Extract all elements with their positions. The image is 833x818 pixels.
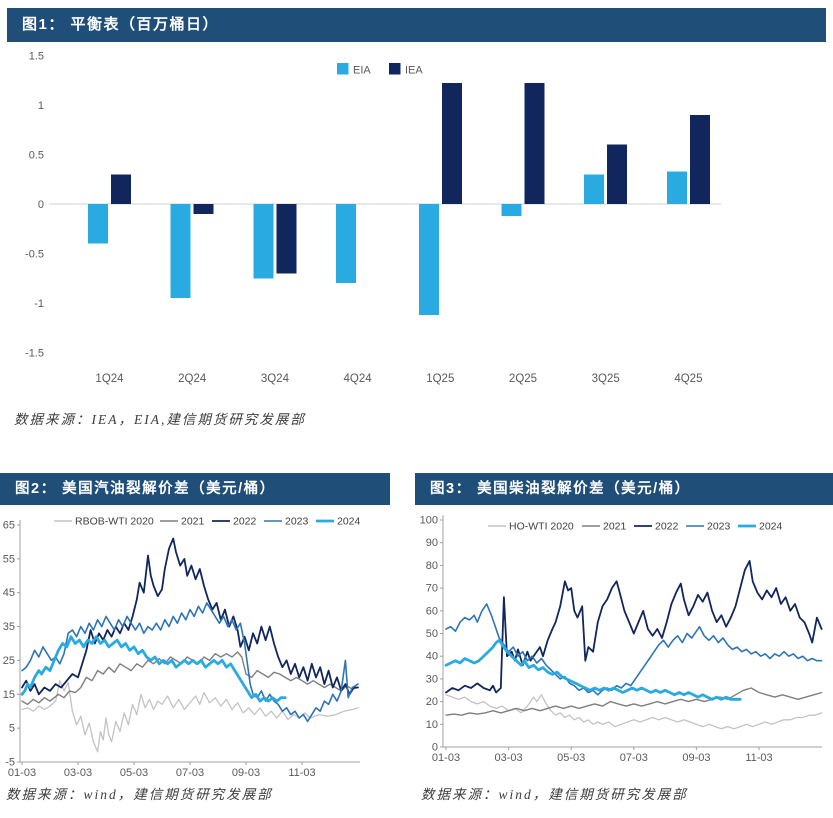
svg-text:70: 70 [426,583,438,595]
svg-text:4Q25: 4Q25 [674,373,702,385]
svg-text:09-03: 09-03 [232,767,260,777]
svg-text:07-03: 07-03 [620,752,648,764]
svg-text:-5: -5 [5,757,15,769]
figure3-title: 图3： 美国柴油裂解价差（美元/桶） [430,481,691,497]
svg-text:50: 50 [426,628,438,640]
svg-text:09-03: 09-03 [682,752,710,764]
svg-text:3Q24: 3Q24 [261,373,290,385]
svg-text:2Q24: 2Q24 [178,373,207,385]
svg-text:01-03: 01-03 [432,752,460,764]
figure1-source: 数据来源：IEA，EIA,建信期货研究发展部 [14,412,306,427]
svg-text:25: 25 [3,655,15,667]
svg-text:RBOB-WTI 2020: RBOB-WTI 2020 [75,516,154,528]
svg-text:55: 55 [3,553,15,565]
svg-text:2021: 2021 [603,521,627,533]
svg-text:05-03: 05-03 [120,767,148,777]
svg-text:0: 0 [38,199,44,211]
svg-text:4Q24: 4Q24 [344,373,373,385]
svg-text:2024: 2024 [759,521,783,533]
svg-text:03-03: 03-03 [495,752,523,764]
svg-text:15: 15 [3,689,15,701]
figure2-header: 图2： 美国汽油裂解价差（美元/桶） [0,473,390,505]
svg-text:EIA: EIA [353,65,371,77]
svg-text:35: 35 [3,621,15,633]
svg-text:20: 20 [426,696,438,708]
svg-text:5: 5 [9,723,15,735]
svg-text:0.5: 0.5 [29,150,44,162]
figure2-source: 数据来源：wind，建信期货研究发展部 [6,787,273,802]
svg-text:10: 10 [426,719,438,731]
svg-text:2023: 2023 [285,516,309,528]
svg-text:2Q25: 2Q25 [509,373,537,385]
figure2-panel: 图2： 美国汽油裂解价差（美元/桶） 65 55 45 35 25 15 5 -5 01-03 0… [0,473,390,803]
svg-text:11-03: 11-03 [745,752,772,764]
svg-text:2022: 2022 [233,516,257,528]
figure3-source: 数据来源：wind，建信期货研究发展部 [421,787,688,802]
svg-text:0: 0 [432,742,438,754]
figure1-header: 图1： 平衡表（百万桶日） [7,8,826,42]
svg-text:30: 30 [426,673,438,685]
svg-text:1.5: 1.5 [29,51,44,63]
svg-text:HO-WTI 2020: HO-WTI 2020 [509,521,574,533]
svg-text:45: 45 [3,587,15,599]
svg-text:2021: 2021 [181,516,205,528]
svg-text:60: 60 [426,605,438,617]
balance-bar-chart: 1.5 1 0.5 0 -0.5 -1 -1.5 1Q24 2Q24 3Q24 4Q24 1Q25 2Q… [25,51,721,385]
svg-text:03-03: 03-03 [64,767,92,777]
figure1-panel: 图1： 平衡表（百万桶日） 1.5 1 0.5 0 -0.5 -1 -1.5 1Q24 2Q24… [7,8,826,428]
svg-text:-0.5: -0.5 [25,249,44,261]
svg-text:1Q25: 1Q25 [426,373,454,385]
svg-text:2022: 2022 [655,521,679,533]
svg-text:2023: 2023 [707,521,731,533]
svg-text:2024: 2024 [337,516,361,528]
svg-text:07-03: 07-03 [176,767,204,777]
svg-text:90: 90 [426,537,438,549]
svg-text:1: 1 [38,100,44,112]
svg-text:1Q24: 1Q24 [95,373,124,385]
svg-text:40: 40 [426,651,438,663]
svg-text:05-03: 05-03 [557,752,585,764]
figure-row: 图2： 美国汽油裂解价差（美元/桶） 65 55 45 35 25 15 5 -5 01-03 0… [0,473,833,803]
svg-text:65: 65 [3,520,15,532]
svg-text:IEA: IEA [405,65,423,77]
figure3-panel: 图3： 美国柴油裂解价差（美元/桶） 100 90 80 70 60 50 40 30 20 10… [415,473,833,803]
svg-text:-1: -1 [34,298,44,310]
gasoline-crack-line-chart: 65 55 45 35 25 15 5 -501-03 03-03 05-03 07-03 09-03… [3,516,361,778]
svg-text:01-03: 01-03 [8,767,36,777]
figure3-header: 图3： 美国柴油裂解价差（美元/桶） [415,473,833,505]
figure2-title: 图2： 美国汽油裂解价差（美元/桶） [15,481,276,497]
svg-text:11-03: 11-03 [288,767,315,777]
svg-text:100: 100 [420,515,438,527]
figure1-title: 图1： 平衡表（百万桶日） [22,16,220,33]
svg-text:3Q25: 3Q25 [592,373,620,385]
svg-text:80: 80 [426,560,438,572]
svg-text:-1.5: -1.5 [25,348,44,360]
